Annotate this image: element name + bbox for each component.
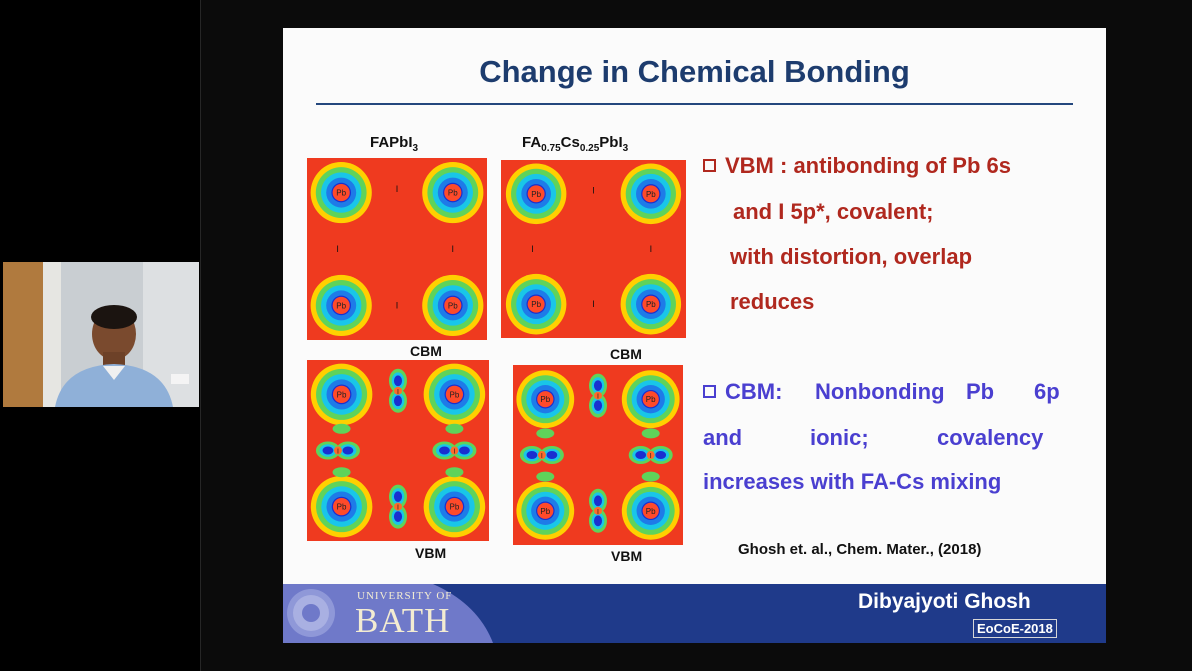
i-orbital-lobe [389, 368, 407, 413]
atom-label-i: I [396, 300, 399, 310]
vbm-bullet-line-2: and I 5p*, covalent; [733, 199, 934, 224]
label-fapbi3: FAPbI3 [370, 134, 419, 154]
atom-label-pb: Pb [448, 189, 458, 198]
atom-label-pb: Pb [646, 300, 656, 309]
pb-orbital-density [422, 161, 484, 224]
atom-label-i: I [531, 244, 534, 254]
university-name-main: BATH [355, 601, 451, 640]
pb-orbital-density [423, 475, 486, 538]
density-blob [536, 471, 555, 482]
density-blob [445, 423, 464, 434]
pb-orbital-density [620, 163, 682, 225]
university-logo [283, 584, 493, 643]
vbm-bullet-line-1: VBM : antibonding of Pb 6s [703, 155, 1011, 177]
pb-orbital-density [310, 475, 373, 538]
atom-label-i: I [453, 449, 455, 456]
slide-title: Change in Chemical Bonding [479, 54, 910, 89]
presenter-name: Dibyajyoti Ghosh [858, 590, 1031, 613]
atom-label-pb: Pb [646, 395, 656, 404]
pb-orbital-density [621, 370, 680, 429]
presentation-slide: Change in Chemical Bonding FAPbI3 FA0.75… [283, 28, 1106, 643]
pb-orbital-density [621, 481, 680, 540]
atom-label-i: I [541, 453, 543, 460]
pb-orbital-density [310, 161, 372, 224]
cbm-word-6p: 6p [1034, 379, 1060, 404]
atom-label-pb: Pb [336, 189, 346, 198]
atom-label-i: I [597, 394, 599, 401]
pb-orbital-density [620, 273, 682, 335]
atom-label-i: I [452, 244, 455, 254]
pb-orbital-density [310, 363, 373, 426]
caption-cbm-right: CBM [610, 346, 642, 362]
atom-label-pb: Pb [337, 390, 347, 399]
atom-label-pb: Pb [646, 190, 656, 199]
pb-orbital-density [505, 273, 567, 335]
atom-label-pb: Pb [646, 507, 656, 516]
cbm-word-ionic: ionic; [810, 425, 869, 450]
title-divider [316, 103, 1073, 105]
atom-label-pb: Pb [337, 503, 347, 512]
cbm-word-covalency: covalency [937, 425, 1044, 450]
i-orbital-lobe [628, 446, 673, 464]
density-blob [445, 467, 464, 478]
pb-orbital-density [422, 274, 484, 337]
caption-vbm-right: VBM [611, 548, 643, 564]
i-orbital-lobe [432, 441, 477, 460]
presenter-webcam [3, 262, 199, 407]
i-orbital-lobe [519, 446, 564, 464]
atom-label-pb: Pb [336, 301, 346, 310]
i-orbital-lobe [389, 484, 407, 529]
atom-label-pb: Pb [531, 190, 541, 199]
atom-label-i: I [597, 509, 599, 516]
i-orbital-lobe [315, 441, 360, 460]
university-name-top: UNIVERSITY OF [357, 590, 453, 602]
cbm-word-nonbonding: Nonbonding [815, 379, 945, 404]
heatmap-mixed-vbm: Pb Pb Pb Pb I I I I [513, 365, 683, 545]
pb-orbital-density [423, 363, 486, 426]
cbm-word-pb: Pb [966, 379, 995, 404]
atom-label-pb: Pb [531, 300, 541, 309]
density-blob [332, 423, 351, 434]
atom-label-i: I [592, 299, 595, 309]
atom-label-i: I [592, 185, 595, 195]
pb-orbital-density [505, 163, 567, 225]
vbm-bullet-line-3: with distortion, overlap [730, 244, 973, 269]
atom-label-i: I [650, 453, 652, 460]
heatmap-fapbi3-vbm: Pb Pb Pb Pb I I I I [307, 360, 489, 541]
atom-label-pb: Pb [450, 390, 460, 399]
pb-orbital-density [310, 274, 372, 337]
vbm-bullet-line-4: reduces [730, 289, 815, 314]
pb-orbital-density [516, 370, 575, 429]
cbm-word-and: and [703, 425, 743, 450]
caption-vbm-left: VBM [415, 545, 447, 561]
atom-label-i: I [336, 244, 339, 254]
i-orbital-lobe [589, 488, 607, 533]
checkbox-bullet-icon [703, 385, 716, 398]
atom-label-i: I [396, 184, 399, 194]
cbm-bullet-line-1: CBM: [703, 381, 782, 403]
atom-label-pb: Pb [448, 301, 458, 310]
checkbox-bullet-icon [703, 159, 716, 172]
i-orbital-lobe [589, 373, 607, 418]
event-badge: EoCoE-2018 [973, 619, 1057, 638]
pb-orbital-density [516, 481, 575, 540]
reference-citation: Ghosh et. al., Chem. Mater., (2018) [738, 541, 982, 558]
density-blob [536, 428, 555, 439]
atom-label-pb: Pb [450, 503, 460, 512]
atom-label-i: I [650, 244, 653, 254]
atom-label-pb: Pb [540, 507, 550, 516]
atom-label-i: I [397, 505, 399, 512]
cbm-bullet-line-3: increases with FA-Cs mixing [703, 469, 1002, 494]
atom-label-pb: Pb [540, 395, 550, 404]
heatmap-mixed-cbm: Pb Pb Pb Pb I I I I [501, 160, 686, 338]
label-fa-cs-pbi3: FA0.75Cs0.25PbI3 [522, 134, 629, 154]
density-blob [332, 467, 351, 478]
atom-label-i: I [397, 389, 399, 396]
atom-label-i: I [337, 449, 339, 456]
caption-cbm-left: CBM [410, 343, 442, 359]
density-blob [641, 428, 660, 439]
heatmap-fapbi3-cbm: Pb Pb Pb Pb I I I I [307, 158, 487, 340]
slide-footer: UNIVERSITY OF BATH Dibyajyoti Ghosh EoCo… [283, 584, 1106, 643]
density-blob [641, 471, 660, 482]
